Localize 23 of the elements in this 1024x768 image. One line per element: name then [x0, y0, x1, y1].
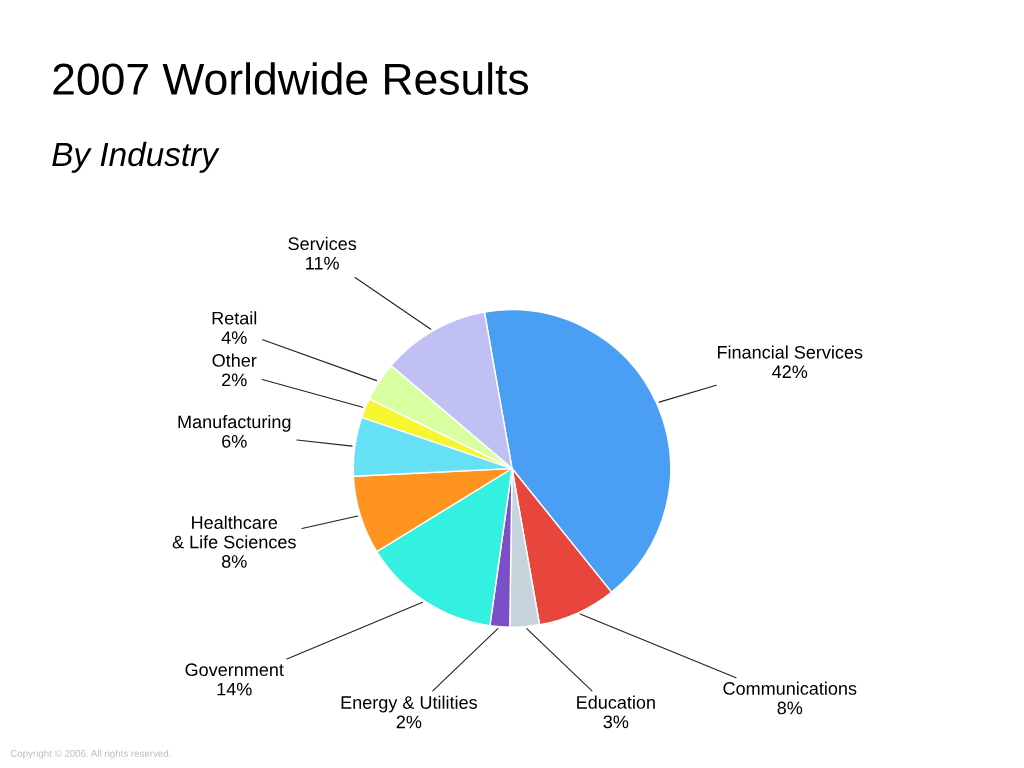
- slice-label: Retail: [212, 311, 257, 325]
- slice-label: Education: [577, 695, 655, 709]
- slice-label: Government: [185, 663, 284, 677]
- data-label: 11%: [306, 256, 339, 270]
- data-label: 3%: [603, 715, 629, 729]
- slice-label: Financial Services: [717, 345, 863, 359]
- slice-label: Other: [212, 353, 257, 367]
- data-label: 4%: [221, 331, 247, 344]
- data-label: 8%: [777, 701, 803, 715]
- chart-title: 2007 Worldwide Results: [53, 62, 529, 95]
- data-label: 2%: [222, 373, 247, 387]
- slice-label: Energy & Utilities: [341, 695, 477, 713]
- slice-label: Communications: [723, 681, 857, 695]
- slice-label: Services: [288, 236, 357, 251]
- data-label: 8%: [221, 555, 247, 568]
- slice-label: Manufacturing: [178, 415, 291, 432]
- data-label: 14%: [217, 682, 252, 696]
- text: Copyright © 2006. All rights reserved.: [10, 749, 171, 759]
- chart-subtitle: By Industry: [52, 141, 220, 173]
- slice-label: Healthcare & Life Sciences: [172, 515, 296, 549]
- data-label: 42%: [772, 365, 808, 379]
- data-label: 6%: [222, 434, 247, 448]
- data-label: 2%: [396, 715, 422, 729]
